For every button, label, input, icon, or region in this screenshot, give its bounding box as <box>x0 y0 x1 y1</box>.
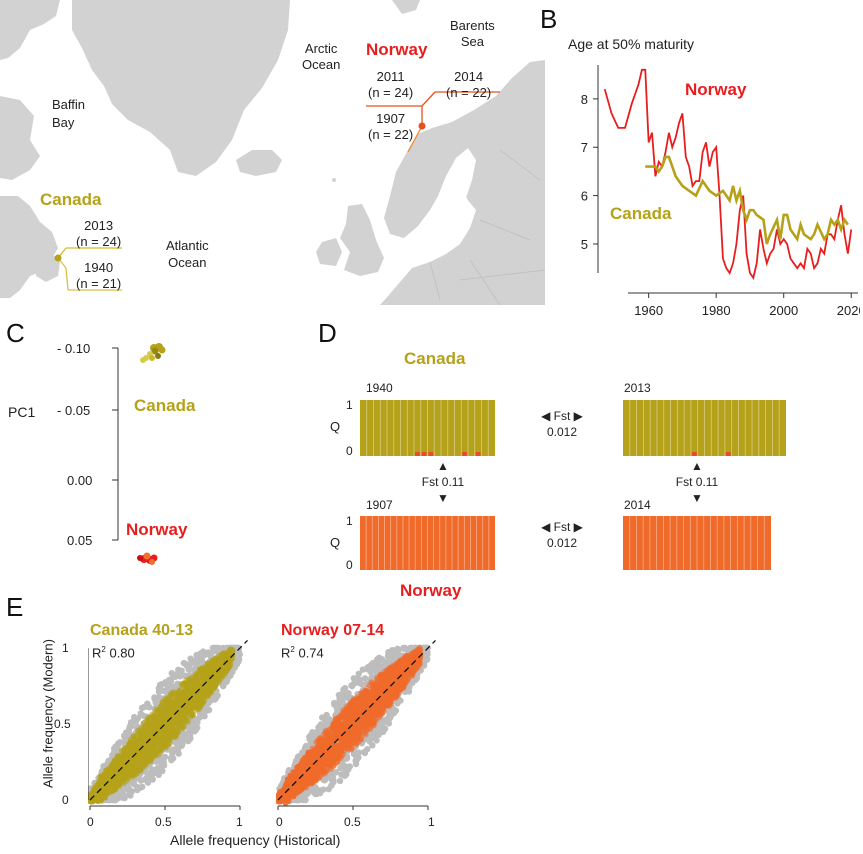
e-ytick-1: 1 <box>62 641 69 655</box>
year-1907: 1907 <box>366 498 393 512</box>
fst-norway-time: ◀ Fst ▶ 0.012 <box>541 520 583 550</box>
e-xtick-c0: 0 <box>87 815 94 829</box>
pca-norway-cluster <box>137 552 158 565</box>
e-ytick-05: 0.5 <box>54 717 71 731</box>
chart-b-ytick-label: 8 <box>581 92 588 107</box>
e-ylabel: Allele frequency (Modern) <box>40 639 56 788</box>
arctic-ocean-label: Arctic Ocean <box>302 41 341 72</box>
e-ytick-0: 0 <box>62 793 69 807</box>
chart-b-xtick-label: 2020 <box>837 303 860 318</box>
norway-2014-sample: 2014 (n = 22) <box>446 69 492 100</box>
iceland-shape <box>236 150 282 176</box>
pca-canada-label: Canada <box>134 396 196 415</box>
map-canada-label: Canada <box>40 190 102 209</box>
pc1-tick-4: 0.05 <box>67 533 93 548</box>
pc1-tick-3: 0.00 <box>67 473 93 488</box>
chart-b-xtick-label: 1960 <box>634 303 663 318</box>
barents-sea-label: Barents Sea <box>450 18 495 49</box>
chart-b-series-canada <box>645 155 849 245</box>
structure-norway-title: Norway <box>400 581 462 600</box>
e-xtick-c1: 1 <box>236 815 243 829</box>
canada-2013-sample: 2013 (n = 24) <box>76 218 122 249</box>
canada-mainland-shape <box>0 196 58 298</box>
e-xtick-n0: 0 <box>276 815 283 829</box>
e-xtick-n05: 0.5 <box>344 815 361 829</box>
maturity-line-chart: 56781960198020002020Year <box>581 65 860 318</box>
newfoundland-shape <box>36 254 60 282</box>
arctic-islands-shape <box>0 0 60 60</box>
chart-b-series-norway <box>603 68 853 281</box>
uk-shape <box>340 204 384 276</box>
pca-axis <box>112 343 166 565</box>
norway-2011-sample: 2011 (n = 24) <box>368 69 414 100</box>
baltic-sea-shape <box>424 162 472 246</box>
q-label-bottom: Q <box>330 535 341 550</box>
svalbard-shape <box>392 0 420 14</box>
structure-canada-2013 <box>623 400 786 456</box>
q-zero-bottom: 0 <box>346 558 353 572</box>
structure-norway-1907 <box>360 516 495 570</box>
fst-pop-modern: ▲ Fst 0.11 ▼ <box>675 459 719 505</box>
chart-b-ytick-label: 5 <box>581 237 588 252</box>
panel-b-title: Age at 50% maturity <box>568 36 695 52</box>
pc1-tick-2: - 0.05 <box>57 403 91 418</box>
identity-line <box>277 639 436 801</box>
canada-r2: R2 0.80 <box>92 645 135 661</box>
baffin-bay-label: Baffin Bay <box>52 97 86 130</box>
pc1-axis-label: PC1 <box>8 404 36 420</box>
identity-line <box>89 639 248 801</box>
canada-1940-sample: 1940 (n = 21) <box>76 260 122 291</box>
map-panel <box>0 0 545 305</box>
fst-pop-historic: ▲ Fst 0.11 ▼ <box>421 459 465 505</box>
panel-b-label: B <box>540 4 558 34</box>
norway-e-title: Norway 07-14 <box>281 622 385 639</box>
year-2014: 2014 <box>624 498 651 512</box>
ireland-shape <box>316 238 342 266</box>
norway-r2: R2 0.74 <box>281 645 324 661</box>
europe-shape <box>380 60 545 305</box>
canada-e-title: Canada 40-13 <box>90 622 194 639</box>
e-xtick-n1: 1 <box>428 815 435 829</box>
hexbin-canada <box>88 639 248 810</box>
pca-canada-cluster <box>140 343 166 363</box>
chart-b-canada-label: Canada <box>610 204 672 223</box>
pc1-tick-1: - 0.10 <box>57 341 91 356</box>
baffin-island-shape <box>0 96 40 180</box>
fst-canada-time: ◀ Fst ▶ 0.012 <box>541 409 583 439</box>
q-one-bottom: 1 <box>346 514 353 528</box>
atlantic-ocean-label: Atlantic Ocean <box>166 238 209 270</box>
chart-b-ytick-label: 7 <box>581 140 588 155</box>
norway-1907-sample: 1907 (n = 22) <box>368 111 414 142</box>
structure-canada-title: Canada <box>404 349 466 368</box>
greenland-shape <box>72 0 290 176</box>
hexbin-norway-points <box>276 644 431 807</box>
hexbin-norway <box>276 639 436 810</box>
chart-b-norway-label: Norway <box>685 80 747 99</box>
year-1940: 1940 <box>366 381 393 395</box>
chart-b-xtick-label: 1980 <box>702 303 731 318</box>
panel-e-label: E <box>6 592 24 622</box>
norway-sample-dot <box>418 122 426 130</box>
canada-sample-dot <box>54 254 62 262</box>
chart-b-ytick-label: 6 <box>581 189 588 204</box>
structure-canada-1940 <box>360 400 495 456</box>
e-xlabel: Allele frequency (Historical) <box>170 832 341 848</box>
chart-b-xtick-label: 2000 <box>769 303 798 318</box>
structure-plots <box>360 400 786 570</box>
q-one-top: 1 <box>346 398 353 412</box>
map-norway-label: Norway <box>366 40 428 59</box>
e-xtick-c05: 0.5 <box>155 815 172 829</box>
q-zero-top: 0 <box>346 444 353 458</box>
q-label-top: Q <box>330 419 341 434</box>
year-2013: 2013 <box>624 381 651 395</box>
panel-c-label: C <box>6 318 25 348</box>
pca-norway-label: Norway <box>126 520 188 539</box>
panel-d-label: D <box>318 318 337 348</box>
structure-norway-2014 <box>623 516 771 570</box>
